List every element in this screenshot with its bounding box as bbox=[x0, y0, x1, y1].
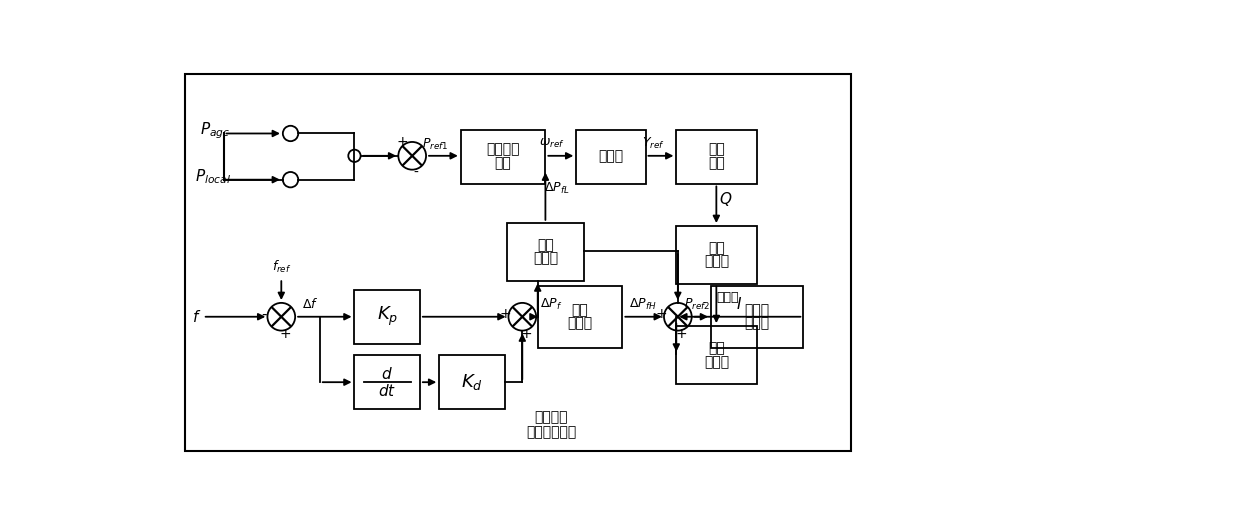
Text: 计算: 计算 bbox=[495, 157, 511, 171]
Text: 滤波器: 滤波器 bbox=[533, 252, 558, 266]
Text: 机械: 机械 bbox=[708, 143, 725, 157]
Text: +: + bbox=[279, 327, 291, 341]
Text: -: - bbox=[414, 166, 418, 180]
Text: 滤波器: 滤波器 bbox=[568, 317, 593, 330]
Text: +: + bbox=[521, 327, 532, 341]
Text: 变流器: 变流器 bbox=[744, 317, 770, 330]
Text: 最优转速: 最优转速 bbox=[486, 143, 520, 157]
Text: 发电: 发电 bbox=[708, 341, 725, 355]
Text: +: + bbox=[655, 307, 667, 322]
Bar bbox=[461, 129, 546, 184]
Text: $f_{ref}$: $f_{ref}$ bbox=[272, 258, 291, 275]
Text: -: - bbox=[262, 307, 267, 322]
Bar bbox=[507, 223, 584, 280]
Bar bbox=[538, 286, 622, 348]
Bar bbox=[355, 355, 420, 409]
Text: $f$: $f$ bbox=[192, 309, 201, 325]
Text: $P_{agc}$: $P_{agc}$ bbox=[201, 120, 231, 141]
Bar bbox=[676, 226, 758, 283]
Text: $K_d$: $K_d$ bbox=[461, 372, 482, 392]
Text: $\omega_{ref}$: $\omega_{ref}$ bbox=[538, 137, 564, 150]
Bar bbox=[577, 129, 646, 184]
Text: +: + bbox=[500, 307, 511, 322]
Text: 水轮机: 水轮机 bbox=[704, 255, 729, 269]
Text: $\Delta P_f$: $\Delta P_f$ bbox=[539, 297, 562, 312]
Bar bbox=[676, 326, 758, 384]
Text: $d$: $d$ bbox=[381, 366, 393, 383]
Text: $Q$: $Q$ bbox=[719, 190, 733, 208]
Text: $K_p$: $K_p$ bbox=[377, 305, 398, 328]
Text: $Y_{ref}$: $Y_{ref}$ bbox=[642, 136, 665, 151]
Text: $\Delta P_{fL}$: $\Delta P_{fL}$ bbox=[544, 181, 569, 196]
Text: +: + bbox=[397, 135, 408, 149]
Text: $\Delta f$: $\Delta f$ bbox=[303, 298, 319, 312]
Text: 调速器: 调速器 bbox=[598, 150, 624, 163]
Text: $I$: $I$ bbox=[737, 296, 743, 313]
Text: 协调控制系统: 协调控制系统 bbox=[526, 425, 577, 439]
Text: $P_{ref2}$: $P_{ref2}$ bbox=[684, 297, 711, 312]
Bar bbox=[185, 74, 851, 452]
Bar bbox=[711, 286, 804, 348]
Bar bbox=[355, 290, 420, 343]
Text: $P_{local}$: $P_{local}$ bbox=[195, 167, 231, 186]
Text: 全功率: 全功率 bbox=[744, 303, 770, 317]
Text: 电动机: 电动机 bbox=[704, 355, 729, 369]
Text: $\Delta P_{fH}$: $\Delta P_{fH}$ bbox=[630, 297, 657, 312]
Bar bbox=[676, 129, 758, 184]
Text: 低通: 低通 bbox=[537, 238, 554, 252]
Text: $dt$: $dt$ bbox=[378, 384, 396, 399]
Text: 导叶: 导叶 bbox=[708, 157, 725, 171]
Text: 高通: 高通 bbox=[572, 303, 589, 317]
Bar bbox=[439, 355, 505, 409]
Text: $P_{ref1}$: $P_{ref1}$ bbox=[422, 137, 449, 152]
Text: 一次调频: 一次调频 bbox=[534, 410, 568, 424]
Text: +: + bbox=[676, 327, 687, 341]
Text: 水泵: 水泵 bbox=[708, 241, 725, 255]
Text: 机械轴: 机械轴 bbox=[717, 291, 739, 304]
